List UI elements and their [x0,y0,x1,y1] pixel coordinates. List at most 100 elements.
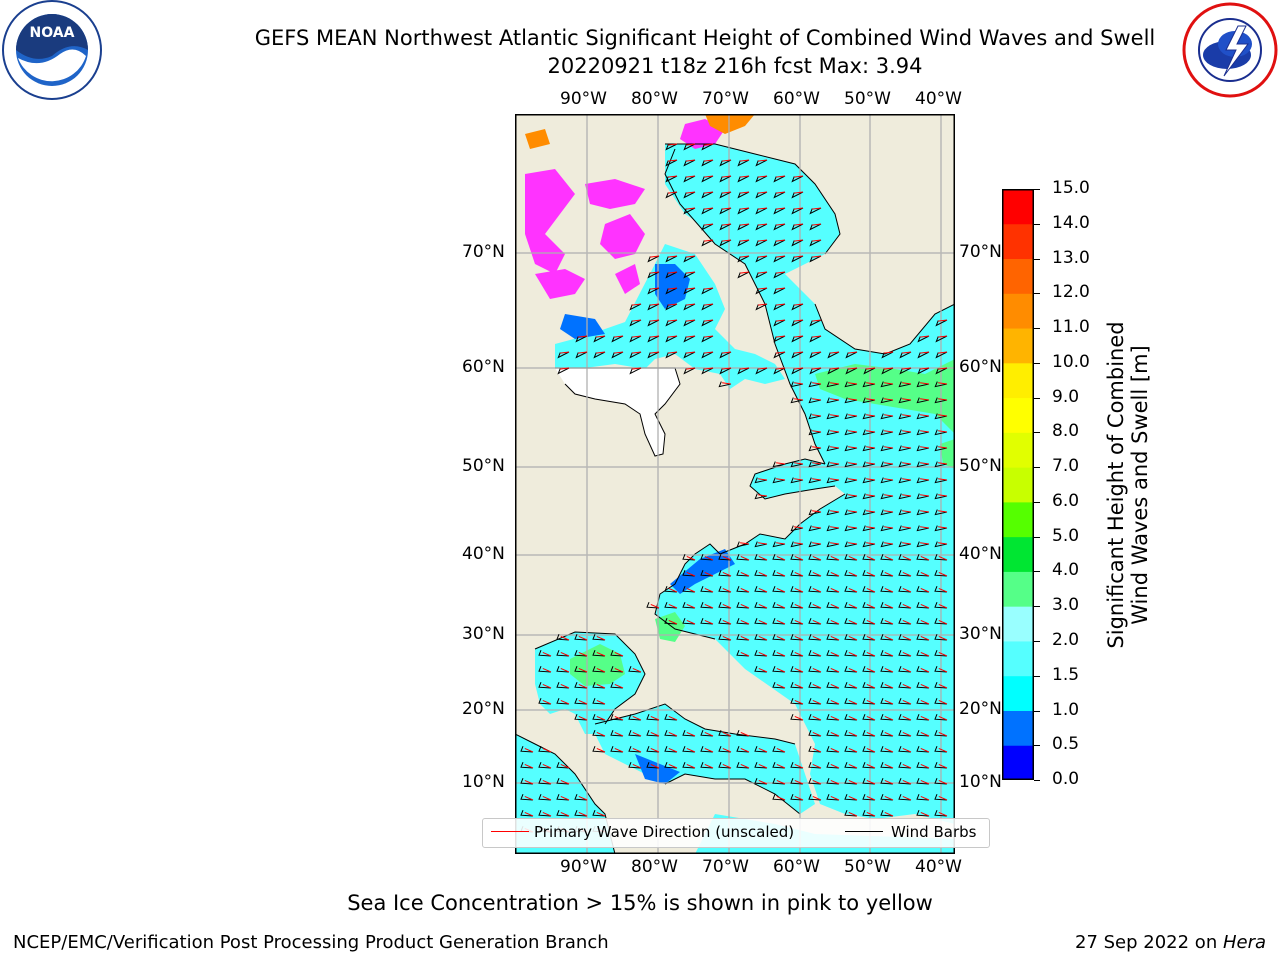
wave-arrow [938,335,948,338]
wave-arrow [650,287,660,290]
wind-barb [610,730,624,737]
wave-arrow [866,398,876,401]
wind-barb [880,541,894,548]
wave-arrow [812,382,822,385]
wind-barb [880,509,894,516]
wind-barb [736,730,750,737]
wind-barb [772,570,786,577]
wind-barb [863,367,876,375]
wind-barb [898,602,912,609]
wind-barb [862,810,876,817]
wind-barb [844,762,858,769]
wind-barb [862,445,876,452]
wind-barb [934,634,948,641]
wind-barb [808,554,822,561]
wind-barb [772,477,786,484]
wave-arrow [794,667,804,673]
wave-arrow [812,510,822,513]
wind-barb [719,223,732,231]
wind-barb [701,303,714,311]
wind-barb [880,810,894,817]
lat-label-left: 20°N [462,699,505,719]
wave-arrow [704,763,714,769]
wind-barb [916,554,930,561]
wind-barb [826,477,840,484]
wave-arrow [848,382,858,385]
wave-arrow [668,351,678,354]
wind-barb [862,525,876,532]
wind-barb [916,445,930,452]
wind-barb [880,445,894,452]
wind-barb [934,525,948,532]
wind-barb [934,762,948,769]
wave-arrow [866,510,876,513]
wind-barb [844,602,858,609]
wind-barb [881,351,894,359]
colorbar-band [1002,293,1034,329]
wave-arrow [866,526,876,529]
wind-barb [592,810,606,817]
wave-arrow [704,587,714,593]
wind-barb [647,351,660,359]
wind-barb [592,682,606,689]
wave-arrow [758,763,768,769]
wave-arrow [740,255,750,258]
wave-arrow [902,510,912,513]
wave-arrow [776,191,786,194]
wave-arrow [920,555,930,561]
wave-arrow [848,651,858,657]
wind-barb [593,351,606,359]
wind-barb [844,618,858,625]
wind-barb [826,602,840,609]
wind-barb [682,570,696,577]
wave-arrow [740,651,750,657]
wave-arrow [758,667,768,673]
wind-barb [862,429,876,436]
wave-arrow [776,478,786,481]
wave-arrow [740,603,750,609]
legend-primary-wave: Primary Wave Direction (unscaled) [534,823,795,841]
wind-barb [628,762,642,769]
lon-label-top: 90°W [560,89,607,109]
wave-arrow [902,603,912,609]
sea-ice [600,214,645,259]
wind-barb [592,714,606,721]
wave-arrow [560,351,570,354]
colorbar-band [1002,362,1034,399]
wave-arrow [884,414,894,417]
wave-arrow [794,255,804,258]
wave-arrow [776,542,786,545]
sea-ice [525,169,575,274]
wave-arrow [650,335,660,338]
wave-arrow [902,747,912,753]
wave-arrow [794,635,804,641]
wind-barb [826,445,840,452]
wind-barb [844,698,858,705]
colorbar-tick-mark [1034,710,1040,712]
wind-barb [700,618,714,625]
wind-barb [701,351,714,359]
colorbar-tick-mark [1034,189,1040,190]
wind-barb [844,650,858,657]
wave-arrow [866,478,876,481]
wind-barb [574,634,588,641]
wave-arrow [632,303,642,306]
wave-arrow [722,619,732,625]
wind-barb [809,223,822,231]
wind-barb [664,714,678,721]
wave-arrow [632,763,642,769]
wind-barb [934,477,948,484]
wind-barb [790,381,804,388]
wind-barb [880,554,894,561]
colorbar-tick-label: 5.0 [1052,525,1080,546]
wind-barb [862,477,876,484]
wave-arrow [668,763,678,769]
lon-label-bottom: 60°W [773,857,820,877]
wind-barb [593,335,606,343]
wave-arrow [884,494,894,497]
wave-arrow [686,335,696,338]
wind-barb [682,554,696,561]
wave-arrow [938,715,948,721]
wave-arrow [920,683,930,689]
wave-arrow [902,731,912,737]
